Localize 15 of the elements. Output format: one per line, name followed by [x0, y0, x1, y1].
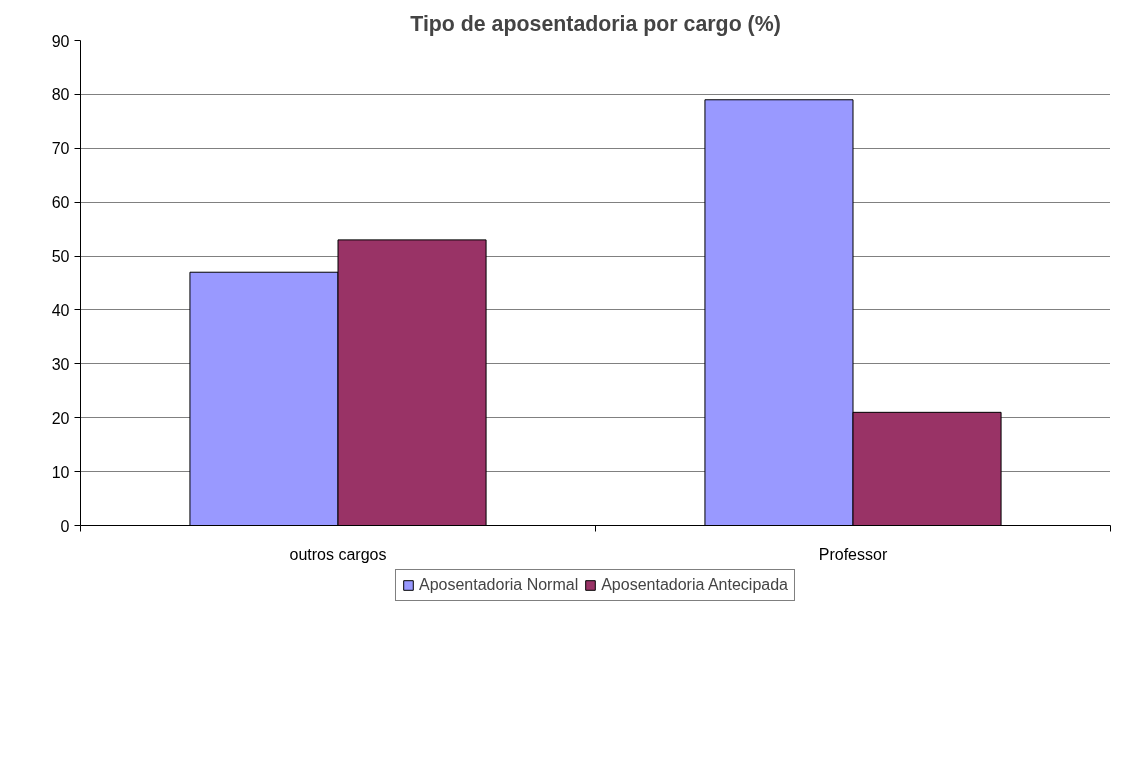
y-tick-label: 60 — [51, 194, 70, 212]
y-tick-label: 40 — [51, 301, 70, 319]
y-tick-label: 20 — [51, 409, 70, 427]
y-tick-label: 10 — [51, 463, 70, 481]
y-tick-label: 80 — [51, 86, 70, 104]
y-tick-label: 0 — [60, 517, 70, 535]
y-tick-label: 90 — [51, 32, 70, 50]
legend-label: Aposentadoria Antecipada — [601, 576, 789, 594]
x-tick-label: Professor — [818, 545, 888, 563]
y-tick-label: 50 — [51, 248, 70, 266]
y-tick-label: 70 — [51, 140, 70, 158]
x-tick-label: outros cargos — [289, 545, 387, 563]
y-tick-label: 30 — [51, 355, 70, 373]
chart-title: Tipo de aposentadoria por cargo (%) — [410, 11, 781, 36]
legend-label: Aposentadoria Normal — [418, 576, 579, 594]
